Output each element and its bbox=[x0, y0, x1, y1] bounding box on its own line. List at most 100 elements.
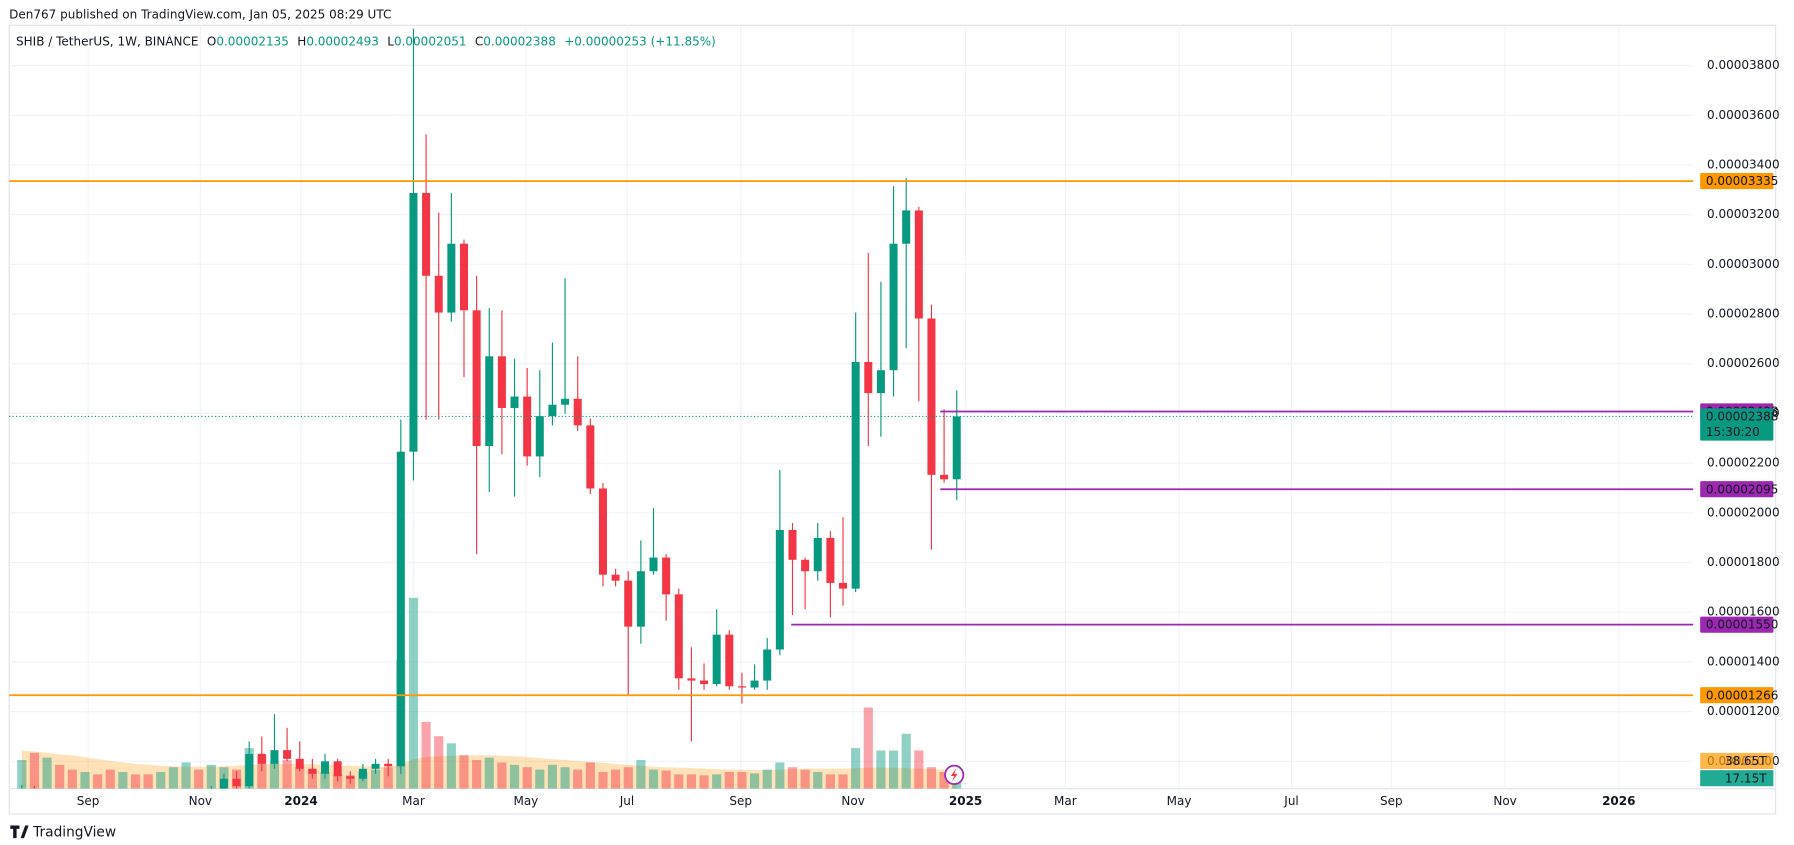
ohlc-key: H bbox=[297, 34, 306, 48]
y-tick-label: 0.00003400 bbox=[1707, 157, 1780, 171]
candle-body bbox=[725, 634, 734, 687]
ohlc-value: 0.00002051 bbox=[394, 34, 467, 48]
plot-area bbox=[9, 28, 1694, 789]
volume-bar bbox=[130, 774, 141, 789]
volume-bar bbox=[446, 743, 456, 789]
volume-bar bbox=[825, 774, 835, 789]
candle-body bbox=[447, 243, 456, 313]
candle-body bbox=[321, 761, 330, 774]
volume-bar bbox=[800, 769, 810, 789]
symbol: SHIB / TetherUS, 1W, BINANCE bbox=[16, 34, 198, 48]
volume-bar bbox=[472, 760, 482, 789]
candle-body bbox=[687, 678, 696, 681]
volume-bar bbox=[712, 774, 722, 789]
candle-body bbox=[750, 680, 759, 688]
volume-bar bbox=[686, 774, 696, 789]
candle-body bbox=[876, 370, 885, 394]
footer-text[interactable]: TradingView bbox=[32, 824, 116, 840]
candle-body bbox=[232, 778, 241, 787]
volume-bar bbox=[55, 764, 65, 789]
candle-body bbox=[434, 275, 443, 313]
volume-bar bbox=[421, 721, 431, 789]
candle-body bbox=[346, 776, 355, 779]
candle-body bbox=[775, 529, 784, 650]
volume-bar bbox=[674, 774, 684, 789]
x-tick-label: May bbox=[513, 794, 538, 808]
volume-ma-label: 38.65T bbox=[1725, 754, 1767, 768]
candle-body bbox=[485, 356, 494, 446]
current-price-label: 0.00002388 bbox=[1706, 409, 1779, 423]
logo-mark[interactable] bbox=[10, 825, 29, 839]
candle-body bbox=[902, 210, 911, 244]
candle-body bbox=[371, 763, 380, 769]
volume-bar bbox=[320, 771, 330, 789]
volume-bar bbox=[623, 767, 633, 789]
y-tick-label: 0.00003600 bbox=[1707, 108, 1780, 122]
icon-bolt[interactable] bbox=[950, 767, 958, 782]
volume-bar bbox=[585, 762, 595, 789]
volume-bar bbox=[408, 597, 419, 789]
volume-bar bbox=[181, 762, 191, 789]
candle-body bbox=[219, 778, 228, 789]
volume-bar bbox=[509, 764, 520, 789]
volume-bar bbox=[497, 762, 507, 789]
current-price-box bbox=[1700, 408, 1774, 441]
candle-body bbox=[674, 594, 683, 679]
volume-bar bbox=[876, 750, 886, 789]
level-label-box bbox=[1700, 687, 1774, 704]
candle-body bbox=[384, 763, 393, 767]
volume-bar bbox=[434, 736, 444, 789]
candle-body bbox=[914, 210, 923, 319]
volume-bar bbox=[17, 760, 27, 789]
candle-body bbox=[737, 686, 746, 688]
x-tick-label: Sep bbox=[1380, 794, 1403, 808]
axes: 0.000010000.000012000.000014000.00001600… bbox=[77, 58, 1780, 808]
candle-body bbox=[561, 398, 570, 405]
x-tick-label: Mar bbox=[402, 794, 425, 808]
footer-logo[interactable]: TradingView bbox=[10, 824, 116, 840]
candle-body bbox=[598, 488, 607, 575]
volume-bar bbox=[42, 757, 52, 789]
symbol-legend: SHIB / TetherUS, 1W, BINANCE O0.00002135… bbox=[16, 34, 716, 48]
y-tick-label: 0.00002800 bbox=[1707, 307, 1780, 321]
candle-body bbox=[586, 425, 595, 489]
grid bbox=[9, 25, 1694, 789]
candle-body bbox=[624, 580, 633, 627]
candle-body bbox=[245, 753, 254, 787]
volume-bar bbox=[598, 771, 608, 789]
volume-bar bbox=[67, 769, 77, 789]
volume-label-box bbox=[1700, 770, 1774, 787]
ohlc-value: 0.00002493 bbox=[306, 34, 379, 48]
indicator-icon[interactable] bbox=[944, 764, 965, 785]
volume-bar bbox=[206, 764, 216, 789]
volume-bar bbox=[737, 771, 747, 789]
volume-bar bbox=[522, 767, 532, 789]
x-tick-label: Nov bbox=[189, 794, 212, 808]
volume-bar bbox=[775, 762, 785, 789]
candle-body bbox=[548, 404, 557, 417]
published-note: Den767 published on TradingView.com, Jan… bbox=[9, 7, 391, 21]
x-tick-label: Jul bbox=[619, 794, 634, 808]
y-tick-label: 0.00001200 bbox=[1707, 704, 1780, 718]
volume-bar bbox=[888, 750, 899, 789]
volume-bar bbox=[484, 757, 494, 789]
volume-bar bbox=[813, 771, 823, 789]
volume-ma-area bbox=[21, 750, 957, 789]
x-tick-label: Sep bbox=[729, 794, 752, 808]
level-label: 0.00001550 bbox=[1706, 618, 1779, 632]
countdown-label: 15:30:20 bbox=[1706, 425, 1760, 439]
candle-body bbox=[611, 574, 620, 581]
candle-body bbox=[510, 396, 519, 408]
level-label: 0.00001266 bbox=[1706, 688, 1779, 702]
candle-body bbox=[308, 768, 317, 774]
candle-body bbox=[535, 416, 544, 457]
volume-ma-label-box bbox=[1700, 752, 1774, 769]
volume-bar bbox=[29, 752, 39, 789]
candle-body bbox=[358, 768, 367, 779]
volume-bar bbox=[636, 760, 646, 789]
volume-bar bbox=[863, 707, 873, 789]
volume-bar bbox=[762, 769, 772, 789]
change: +0.00000253 (+11.85%) bbox=[564, 34, 716, 48]
